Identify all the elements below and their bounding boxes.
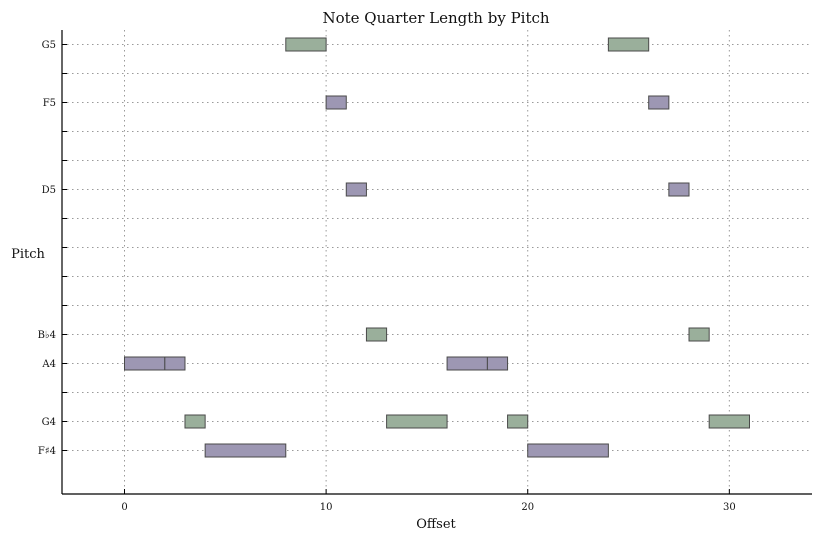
note-bar xyxy=(386,414,448,429)
note-bar xyxy=(365,327,388,342)
note-bar xyxy=(446,356,488,371)
note-bar xyxy=(325,95,347,110)
y-ticks: F♯4 G4 A4 B♭4 D5 F5 G5 xyxy=(38,40,67,457)
note-bar xyxy=(486,356,509,371)
chart-title: Note Quarter Length by Pitch xyxy=(322,9,549,27)
x-ticks: 0 10 20 30 xyxy=(121,489,736,513)
axes xyxy=(61,30,812,495)
y-tick-label: B♭4 xyxy=(38,330,56,341)
note-bars xyxy=(124,37,751,458)
note-bar xyxy=(345,182,367,197)
y-tick-label: F♯4 xyxy=(38,446,56,457)
note-bar xyxy=(204,443,287,458)
note-bar xyxy=(668,182,690,197)
note-bar xyxy=(527,443,609,458)
note-bar xyxy=(507,414,529,429)
x-tick-label: 20 xyxy=(521,502,534,513)
note-bar xyxy=(708,414,751,429)
x-axis-label: Offset xyxy=(416,517,456,532)
y-tick-label: D5 xyxy=(42,185,56,196)
x-tick-label: 0 xyxy=(121,502,127,513)
y-tick-label: G5 xyxy=(42,40,56,51)
y-axis-label: Pitch xyxy=(11,247,45,262)
note-bar xyxy=(184,414,206,429)
y-tick-label: G4 xyxy=(42,417,56,428)
grid-lines xyxy=(62,30,812,494)
note-bar xyxy=(164,356,186,371)
note-bar xyxy=(648,95,670,110)
x-tick-label: 30 xyxy=(723,502,736,513)
note-bar xyxy=(124,356,166,371)
note-bar xyxy=(688,327,710,342)
x-tick-label: 10 xyxy=(320,502,333,513)
y-tick-label: F5 xyxy=(43,98,56,109)
y-tick-label: A4 xyxy=(41,359,56,370)
note-bar xyxy=(607,37,650,52)
note-bar xyxy=(285,37,327,52)
